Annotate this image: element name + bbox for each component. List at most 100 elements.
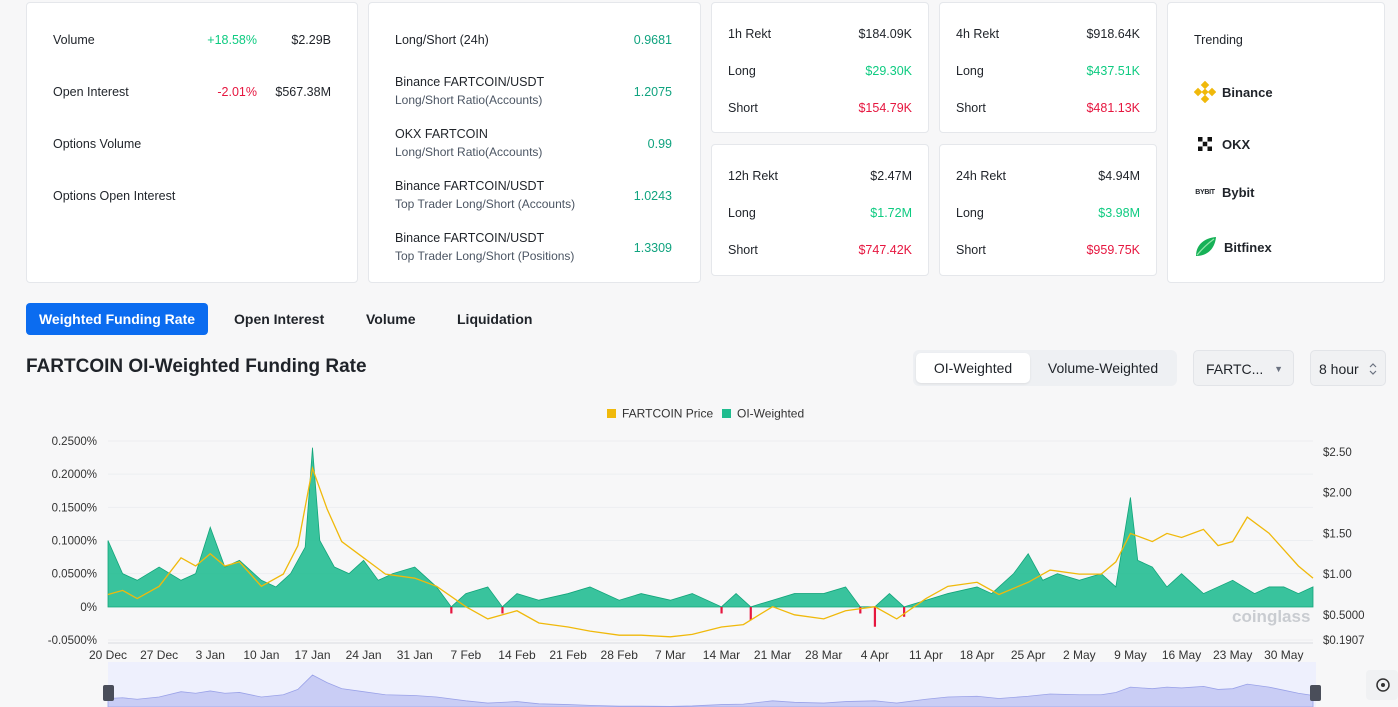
weighting-toggle: OI-Weighted Volume-Weighted (913, 350, 1177, 386)
rekt-title: 1h Rekt (728, 27, 772, 41)
trending-item-binance[interactable]: Binance (1194, 81, 1273, 103)
x-tick-label: 3 Jan (196, 648, 225, 662)
long-short-item-title: OKX FARTCOIN (395, 127, 488, 141)
legend-oi-weighted-label[interactable]: OI-Weighted (737, 407, 804, 421)
rekt-title: 12h Rekt (728, 169, 779, 183)
navigator-left-handle[interactable] (103, 685, 114, 701)
long-short-label: Long/Short (24h) (395, 33, 489, 47)
long-short-item[interactable]: Binance FARTCOIN/USDT Top Trader Long/Sh… (395, 179, 674, 211)
rekt-short-value: $154.79K (858, 101, 912, 115)
rekt-total: $918.64K (1086, 27, 1140, 41)
settings-icon[interactable] (1366, 670, 1398, 700)
rekt-long-value: $3.98M (1098, 206, 1140, 220)
x-tick-label: 7 Feb (451, 648, 482, 662)
negative-funding-bar (859, 607, 862, 614)
y-right-tick-label: $2.50 (1323, 447, 1352, 459)
chevron-down-icon: ▼ (1274, 364, 1283, 374)
rekt-short-label: Short (956, 243, 986, 257)
negative-funding-bar (720, 607, 723, 614)
rekt-long-label: Long (956, 64, 984, 78)
open-interest-value: $567.38M (275, 85, 331, 99)
rekt-1h-card: 1h Rekt $184.09K Long $29.30K Short $154.79… (711, 2, 929, 133)
symbol-select[interactable]: FARTC... ▼ (1193, 350, 1294, 386)
x-tick-label: 10 Jan (243, 648, 279, 662)
open-interest-label: Open Interest (53, 85, 129, 99)
negative-funding-bar (450, 607, 453, 614)
long-short-item-value: 1.3309 (633, 241, 672, 255)
rekt-short-value: $959.75K (1086, 243, 1140, 257)
trending-item-label: Bitfinex (1224, 239, 1272, 255)
tab-volume[interactable]: Volume (366, 311, 416, 327)
tab-liquidation[interactable]: Liquidation (457, 311, 533, 327)
bitfinex-leaf-icon (1196, 237, 1216, 256)
x-tick-label: 18 Apr (960, 648, 995, 662)
y-left-tick-label: 0.0500% (52, 569, 97, 581)
x-tick-label: 21 Mar (754, 648, 791, 662)
navigator-right-handle[interactable] (1310, 685, 1321, 701)
legend-price-label[interactable]: FARTCOIN Price (622, 407, 713, 421)
up-down-chevron-icon (1369, 363, 1377, 375)
rekt-long-label: Long (956, 206, 984, 220)
long-short-item-value: 1.2075 (633, 85, 672, 99)
interval-select-value: 8 hour (1319, 361, 1359, 377)
long-short-item-title: Binance FARTCOIN/USDT (395, 231, 545, 245)
x-tick-label: 14 Mar (703, 648, 740, 662)
long-short-item-title: Binance FARTCOIN/USDT (395, 75, 545, 89)
x-tick-label: 28 Feb (601, 648, 639, 662)
long-short-item[interactable]: OKX FARTCOIN Long/Short Ratio(Accounts) … (395, 127, 674, 159)
rekt-12h-card: 12h Rekt $2.47M Long $1.72M Short $747.42K (711, 144, 929, 276)
range-navigator[interactable] (103, 662, 1321, 707)
x-tick-label: 25 Apr (1011, 648, 1046, 662)
interval-select[interactable]: 8 hour (1310, 350, 1386, 386)
long-short-item[interactable]: Binance FARTCOIN/USDT Long/Short Ratio(A… (395, 75, 674, 107)
long-short-item-subtitle: Long/Short Ratio(Accounts) (395, 145, 543, 159)
long-short-header: Long/Short (24h) 0.9681 (395, 33, 674, 47)
x-tick-label: 21 Feb (549, 648, 587, 662)
trending-title: Trending (1194, 33, 1243, 47)
oi-weighted-option[interactable]: OI-Weighted (916, 353, 1030, 383)
y-right-tick-label: $0.1907 (1323, 635, 1365, 647)
trending-item-bybit[interactable]: BYBIT Bybit (1194, 185, 1255, 200)
volume-weighted-option[interactable]: Volume-Weighted (1047, 360, 1159, 376)
oi-weighted-area (107, 447, 1314, 608)
negative-funding-bar (873, 607, 877, 627)
trending-item-label: OKX (1222, 136, 1251, 152)
y-left-tick-label: 0.1000% (52, 536, 97, 548)
rekt-short-label: Short (728, 243, 758, 257)
rekt-short-label: Short (956, 101, 986, 115)
trending-card: Trending Binance OKX BYBIT Bybit (1167, 2, 1385, 283)
tab-open-interest[interactable]: Open Interest (234, 311, 325, 327)
rekt-title: 4h Rekt (956, 27, 1000, 41)
long-short-item[interactable]: Binance FARTCOIN/USDT Top Trader Long/Sh… (395, 231, 674, 263)
trending-item-okx[interactable]: OKX (1194, 133, 1250, 155)
y-right-tick-label: $2.00 (1323, 488, 1352, 500)
trending-item-bitfinex[interactable]: Bitfinex (1194, 235, 1272, 259)
x-tick-label: 23 May (1213, 648, 1252, 662)
price-line (107, 465, 1314, 638)
rekt-long-label: Long (728, 206, 756, 220)
rekt-long-value: $29.30K (865, 64, 912, 78)
symbol-select-value: FARTC... (1206, 361, 1264, 377)
negative-funding-bar (749, 607, 752, 621)
x-tick-label: 16 May (1162, 648, 1201, 662)
rekt-4h-card: 4h Rekt $918.64K Long $437.51K Short $481.1… (939, 2, 1157, 133)
options-volume-label: Options Volume (53, 137, 142, 151)
x-tick-label: 20 Dec (89, 648, 127, 662)
trending-item-label: Binance (1222, 84, 1273, 100)
x-tick-label: 11 Apr (909, 648, 943, 662)
navigator-preview (107, 674, 1314, 707)
y-left-tick-label: 0.2500% (52, 436, 97, 448)
long-short-card: Long/Short (24h) 0.9681 Binance FARTCOIN… (368, 2, 701, 283)
trending-item-label: Bybit (1222, 185, 1255, 200)
okx-icon (1198, 137, 1212, 151)
y-right-tick-label: $1.00 (1323, 569, 1352, 581)
long-short-item-value: 1.0243 (633, 189, 672, 203)
market-stats-card: Volume +18.58% $2.29B Open Interest -2.0… (26, 2, 358, 283)
long-short-item-value: 0.99 (647, 137, 672, 151)
options-oi-label: Options Open Interest (53, 189, 176, 203)
negative-funding-bar (501, 607, 504, 614)
tab-weighted-funding-rate[interactable]: Weighted Funding Rate (26, 303, 208, 335)
x-tick-label: 9 May (1114, 648, 1147, 662)
x-tick-label: 17 Jan (294, 648, 330, 662)
rekt-short-label: Short (728, 101, 758, 115)
